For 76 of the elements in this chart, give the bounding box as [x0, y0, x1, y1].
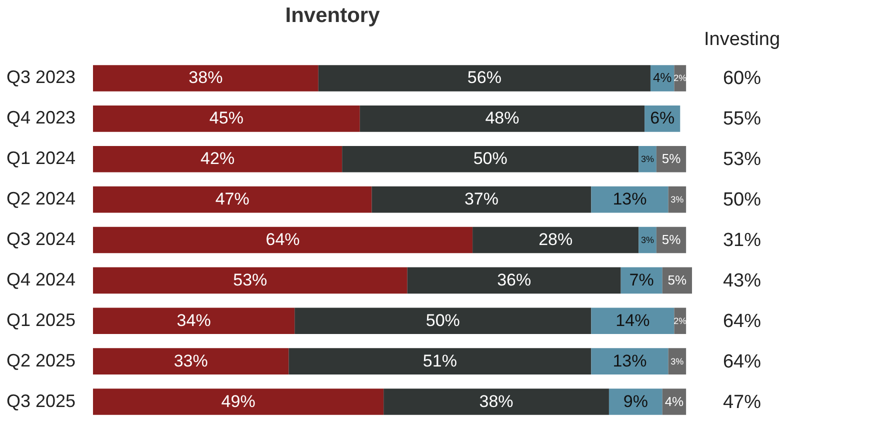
data-label: 50%: [473, 149, 508, 168]
bar: [407, 267, 621, 294]
bar: [93, 388, 384, 415]
y-tick-label: Q3 2023: [6, 67, 76, 88]
data-label: 50%: [426, 310, 460, 330]
y-tick-label: Q4 2023: [6, 108, 76, 128]
bar: [93, 267, 408, 294]
data-label: 47%: [215, 190, 250, 209]
data-label: 5%: [662, 232, 682, 247]
data-label: 28%: [538, 230, 573, 249]
data-label: 51%: [422, 351, 457, 370]
text: 43%: [722, 270, 762, 292]
data-label: 49%: [221, 392, 256, 411]
text: 60%: [722, 68, 762, 90]
y-tick-label: Q2 2025: [6, 350, 76, 370]
text: 47%: [722, 392, 762, 413]
bar: [608, 388, 662, 415]
bar: [591, 186, 668, 213]
data-label: 14%: [616, 310, 650, 330]
text: 64%: [722, 310, 762, 332]
bar: [93, 106, 360, 132]
bar: [360, 106, 645, 132]
data-label: 3%: [641, 235, 654, 245]
bar: [93, 146, 342, 172]
data-label: 36%: [497, 270, 532, 290]
y-tick-label: Q2 2024: [6, 188, 76, 209]
bar: [318, 65, 650, 92]
bar: [591, 348, 668, 374]
y-tick-label: Q1 2025: [6, 310, 76, 330]
data-label: 38%: [479, 392, 514, 411]
data-label: 13%: [612, 351, 647, 370]
y-tick-label: Q4 2024: [6, 269, 76, 290]
data-label: 37%: [464, 190, 498, 209]
data-label: 45%: [209, 108, 244, 128]
bar: [93, 308, 295, 334]
data-label: 5%: [668, 272, 688, 288]
bar: [93, 65, 318, 92]
data-label: 33%: [174, 351, 208, 370]
bar: [591, 308, 674, 334]
data-label: 7%: [629, 270, 654, 290]
y-tick-label: Q3 2025: [6, 390, 76, 411]
data-label: 5%: [662, 151, 682, 166]
bar: [384, 388, 609, 415]
bar: [342, 146, 639, 172]
data-label: 48%: [485, 108, 520, 128]
bar: [93, 348, 289, 374]
text: 53%: [722, 149, 762, 170]
data-label: 64%: [266, 230, 300, 249]
bar: [472, 226, 639, 254]
data-label: 9%: [623, 392, 648, 411]
text: 50%: [722, 190, 762, 211]
data-label: 42%: [200, 149, 235, 168]
text: 55%: [722, 108, 762, 130]
text: Investing: [704, 29, 780, 50]
data-label: 6%: [650, 108, 675, 128]
bar: [372, 186, 592, 213]
text: 64%: [722, 351, 762, 372]
bar: [288, 348, 592, 374]
bar: [93, 226, 473, 254]
data-label: 34%: [176, 310, 211, 330]
data-label: 3%: [670, 194, 684, 205]
data-label: 38%: [188, 68, 223, 88]
y-tick-label: Q3 2024: [6, 229, 76, 249]
bar: [93, 186, 372, 213]
bar: [638, 146, 656, 172]
data-label: 3%: [641, 154, 654, 164]
data-label: 4%: [664, 394, 684, 409]
chart-title: Inventory: [285, 4, 380, 27]
data-label: 56%: [467, 68, 502, 88]
bar: [294, 308, 592, 334]
data-label: 3%: [670, 356, 684, 366]
data-label: 4%: [652, 70, 672, 86]
data-label: 53%: [233, 270, 268, 290]
text: 31%: [722, 230, 762, 251]
y-tick-label: Q1 2024: [6, 148, 76, 168]
data-label: 13%: [612, 190, 647, 209]
